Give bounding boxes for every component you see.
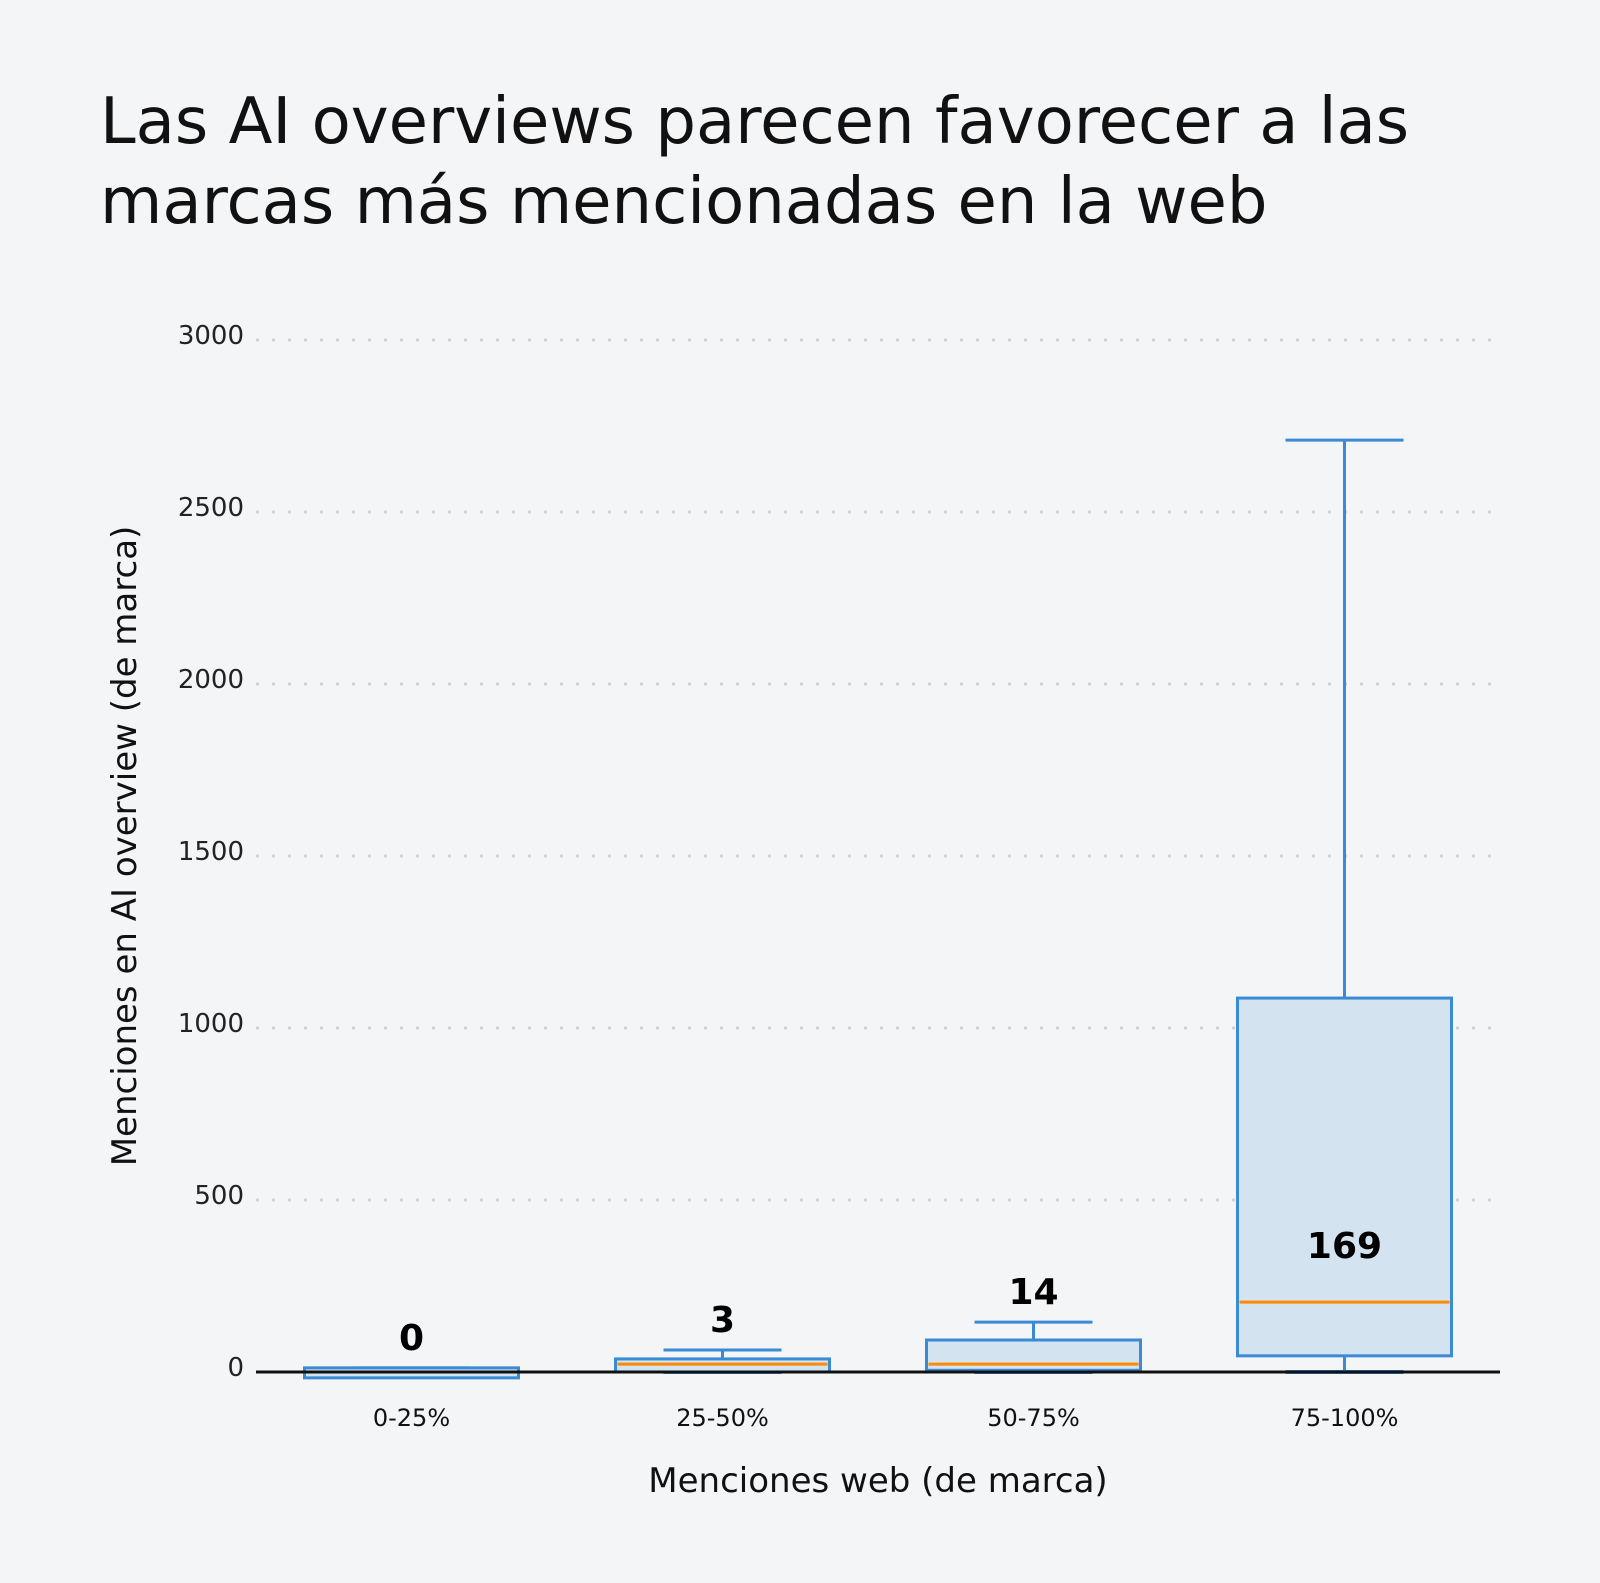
y-tick-label: 2500 [178, 493, 244, 523]
chart-title: Las AI overviews parecen favorecer a las… [100, 85, 1410, 239]
box-0-25%: 0 [303, 1318, 520, 1380]
y-axis-label: Menciones en AI overview (de marca) [105, 526, 145, 1167]
box-25-50%: 3 [614, 1300, 831, 1374]
y-tick-label: 500 [194, 1181, 244, 1211]
x-tick-label: 50-75% [987, 1404, 1080, 1432]
y-tick-label: 2000 [178, 665, 244, 695]
y-tick-labels: 0 500 1000 1500 2000 2500 3000 [178, 321, 244, 1383]
y-tick-label: 0 [227, 1353, 244, 1383]
box-label: 169 [1307, 1226, 1382, 1267]
box-iqr [1236, 996, 1453, 1358]
y-tick-label: 1000 [178, 1009, 244, 1039]
box-label: 0 [399, 1318, 424, 1359]
x-tick-label: 25-50% [676, 1404, 769, 1432]
y-tick-label: 3000 [178, 321, 244, 351]
boxes: 0 3 14 169 [303, 438, 1453, 1380]
x-tick-label: 75-100% [1291, 1404, 1399, 1432]
box-iqr [925, 1338, 1142, 1372]
y-tick-label: 1500 [178, 837, 244, 867]
box-50-75%: 14 [925, 1272, 1142, 1374]
box-label: 3 [710, 1300, 735, 1341]
x-tick-label: 0-25% [373, 1404, 450, 1432]
x-tick-labels: 0-25% 25-50% 50-75% 75-100% [373, 1404, 1399, 1432]
x-axis-label: Menciones web (de marca) [648, 1461, 1107, 1501]
box-label: 14 [1008, 1272, 1058, 1313]
box-75-100%: 169 [1236, 438, 1453, 1374]
